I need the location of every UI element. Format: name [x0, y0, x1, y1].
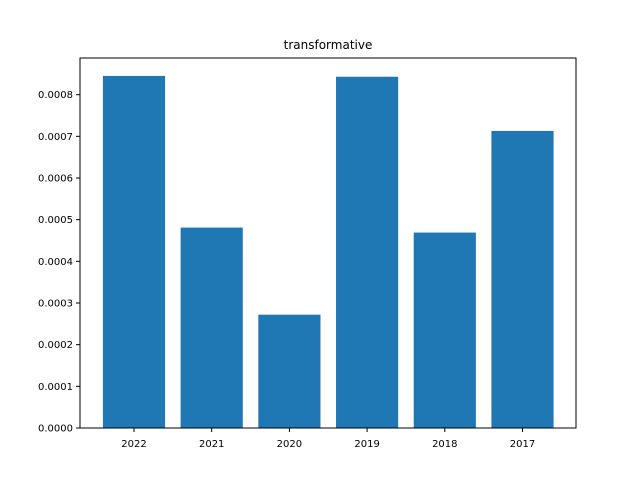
y-tick-label: 0.0004	[38, 257, 73, 268]
bar-2020	[258, 314, 321, 428]
x-tick-label: 2017	[510, 439, 535, 450]
y-tick-label: 0.0001	[38, 382, 73, 393]
bar-2018	[413, 232, 476, 428]
y-tick-label: 0.0003	[38, 299, 73, 310]
y-axis: 0.0000 0.0001 0.0002 0.0003 0.0004 0.0005 0.00…	[38, 90, 80, 435]
bar-2022	[102, 75, 166, 429]
bars-group	[102, 75, 554, 429]
y-tick-label: 0.0007	[38, 132, 73, 143]
bar-2017	[491, 130, 554, 429]
x-tick-label: 2021	[199, 439, 224, 450]
chart-title: transformative	[284, 38, 373, 52]
bar-2019	[336, 76, 399, 428]
x-axis: 2022 2021 2020 2019 2018 2017	[121, 428, 535, 450]
y-tick-label: 0.0000	[38, 424, 73, 435]
y-tick-label: 0.0006	[38, 174, 73, 185]
y-tick-label: 0.0005	[38, 215, 73, 226]
y-tick-label: 0.0002	[38, 340, 73, 351]
x-tick-label: 2020	[277, 439, 302, 450]
bar-2021	[180, 227, 243, 428]
x-tick-label: 2019	[354, 439, 379, 450]
y-tick-label: 0.0008	[38, 90, 73, 101]
x-tick-label: 2022	[121, 439, 146, 450]
plot-frame	[79, 57, 577, 429]
x-tick-label: 2018	[432, 439, 457, 450]
